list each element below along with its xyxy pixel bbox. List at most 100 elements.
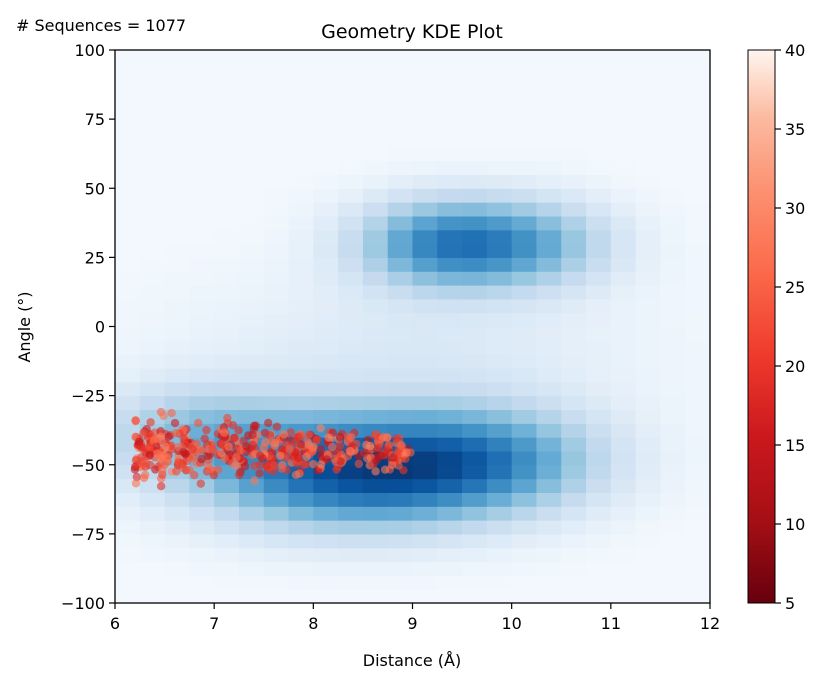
heatmap-cell — [437, 381, 463, 397]
heatmap-cell — [586, 395, 612, 411]
heatmap-cell — [511, 354, 538, 369]
y-tick-label: 0 — [95, 318, 105, 337]
colorbar-tick-label: 35 — [785, 120, 805, 139]
heatmap-cell — [263, 533, 290, 549]
heatmap-cell — [486, 367, 513, 383]
heatmap-cell — [288, 547, 314, 563]
heatmap-cell — [238, 77, 265, 93]
heatmap-cell — [511, 312, 538, 328]
heatmap-cell — [586, 271, 612, 286]
heatmap-cell — [635, 91, 662, 106]
heatmap-cell — [338, 243, 364, 258]
heatmap-cell — [536, 298, 562, 314]
heatmap-cell — [412, 354, 438, 369]
heatmap-cell — [610, 589, 637, 604]
y-axis: −100 −75 −50 −25 0 25 50 75 100 — [61, 41, 115, 613]
heatmap-cell — [486, 229, 513, 245]
heatmap-cell — [189, 547, 215, 563]
heatmap-cell — [511, 105, 538, 120]
heatmap-cell — [189, 132, 215, 148]
scatter-point — [172, 467, 181, 476]
heatmap-cell — [561, 202, 587, 217]
heatmap-cell — [263, 561, 290, 576]
heatmap-cell — [115, 271, 141, 286]
heatmap-cell — [685, 437, 711, 452]
heatmap-cell — [288, 395, 314, 411]
heatmap-cell — [685, 160, 711, 176]
heatmap-cell — [685, 257, 711, 272]
heatmap-cell — [387, 257, 414, 272]
heatmap-cell — [610, 271, 637, 286]
heatmap-cell — [635, 492, 662, 507]
heatmap-cell — [412, 492, 438, 507]
heatmap-cell — [214, 50, 240, 65]
y-tick-label: 75 — [85, 110, 105, 129]
heatmap-cell — [561, 340, 587, 355]
colorbar-tick-label: 15 — [785, 436, 805, 455]
heatmap-cell — [586, 409, 612, 424]
scatter-point — [376, 452, 385, 461]
heatmap-cell — [412, 132, 438, 148]
heatmap-cell — [610, 381, 637, 397]
scatter-point — [185, 465, 194, 475]
scatter-point — [309, 459, 318, 469]
heatmap-cell — [462, 215, 488, 231]
heatmap-cell — [561, 395, 587, 411]
heatmap-cell — [486, 132, 513, 148]
scatter-point — [272, 422, 282, 431]
heatmap-cell — [610, 547, 637, 563]
heatmap-cell — [437, 506, 463, 521]
heatmap-cell — [214, 561, 240, 576]
heatmap-cell — [362, 63, 389, 79]
heatmap-cell — [586, 340, 612, 355]
heatmap-cell — [238, 160, 265, 176]
heatmap-cell — [164, 340, 190, 355]
heatmap-cell — [362, 395, 389, 411]
scatter-points — [130, 407, 415, 491]
heatmap-cell — [214, 367, 240, 383]
heatmap-cell — [338, 506, 364, 521]
heatmap-cell — [238, 91, 265, 106]
heatmap-cell — [263, 298, 290, 314]
heatmap-cell — [387, 91, 414, 106]
heatmap-cell — [561, 312, 587, 328]
heatmap-cell — [139, 589, 166, 604]
heatmap-cell — [288, 561, 314, 576]
heatmap-cell — [610, 146, 637, 162]
scatter-point — [232, 453, 241, 462]
heatmap-cell — [362, 367, 389, 383]
heatmap-cell — [660, 561, 686, 576]
heatmap-cell — [561, 589, 587, 604]
heatmap-cell — [139, 506, 166, 521]
heatmap-cell — [486, 285, 513, 300]
heatmap-cell — [586, 589, 612, 604]
heatmap-cell — [164, 271, 190, 286]
heatmap-cell — [412, 464, 438, 480]
heatmap-cell — [362, 132, 389, 148]
heatmap-cell — [635, 326, 662, 341]
colorbar-tick-label: 40 — [785, 41, 805, 60]
heatmap-cell — [561, 520, 587, 535]
scatter-point — [328, 442, 337, 452]
heatmap-cell — [189, 492, 215, 507]
heatmap-cell — [586, 257, 612, 272]
heatmap-cell — [115, 132, 141, 148]
heatmap-cell — [437, 520, 463, 535]
heatmap-cell — [139, 547, 166, 563]
scatter-point — [302, 452, 311, 461]
scatter-point — [255, 469, 264, 478]
heatmap-cell — [238, 561, 265, 576]
heatmap-cell — [561, 174, 587, 189]
heatmap-cell — [238, 409, 265, 424]
heatmap-cell — [139, 160, 166, 176]
heatmap-cell — [536, 478, 562, 493]
heatmap-cell — [511, 298, 538, 314]
heatmap-cell — [338, 367, 364, 383]
heatmap-cell — [486, 271, 513, 286]
heatmap-cell — [189, 188, 215, 203]
scatter-point — [383, 433, 392, 442]
heatmap-cell — [288, 367, 314, 383]
heatmap-cell — [189, 243, 215, 258]
heatmap-cell — [685, 119, 711, 134]
heatmap-cell — [412, 229, 438, 245]
